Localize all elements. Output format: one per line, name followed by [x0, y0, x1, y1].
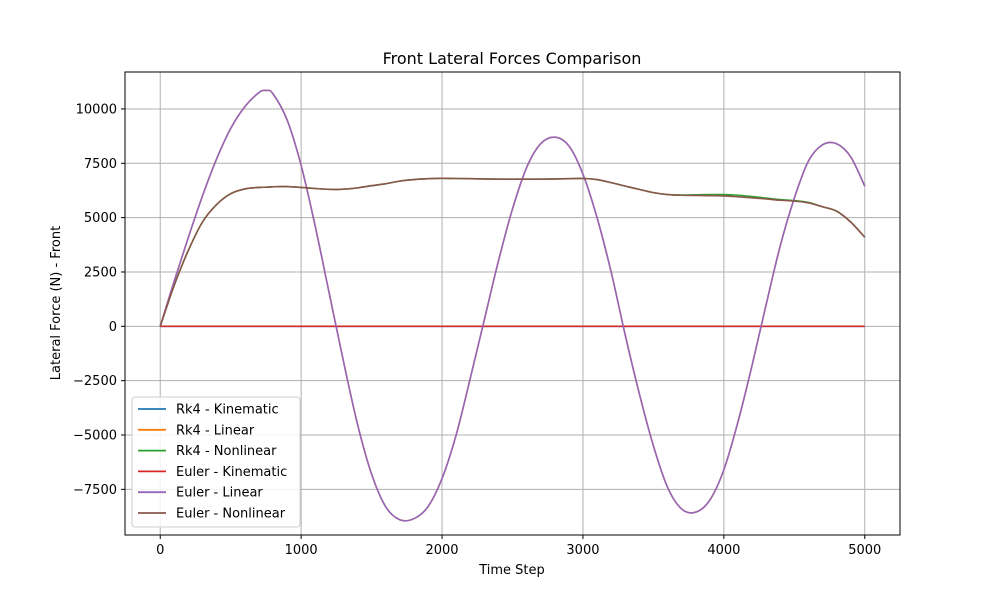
- y-tick-label: 5000: [84, 211, 117, 226]
- series-line-euler-nonlinear: [159, 177, 866, 327]
- y-tick-label: 0: [109, 320, 117, 335]
- y-tick-label: −7500: [73, 483, 117, 498]
- legend-label: Euler - Nonlinear: [176, 507, 286, 522]
- x-tick-label: 0: [156, 543, 164, 558]
- chart-title: Front Lateral Forces Comparison: [383, 49, 642, 68]
- legend-label: Rk4 - Linear: [176, 423, 255, 438]
- x-tick-label: 1000: [285, 543, 318, 558]
- legend-label: Rk4 - Kinematic: [176, 403, 279, 418]
- x-tick-label: 4000: [707, 543, 740, 558]
- y-tick-label: 7500: [84, 157, 117, 172]
- x-tick-label: 2000: [425, 543, 458, 558]
- x-axis-label: Time Step: [478, 563, 545, 578]
- x-tick-label: 5000: [848, 543, 881, 558]
- y-tick-label: 10000: [76, 102, 117, 117]
- legend-box: [131, 396, 301, 528]
- legend-label: Rk4 - Nonlinear: [176, 444, 277, 459]
- y-tick-label: 2500: [84, 265, 117, 280]
- y-tick-label: −5000: [73, 429, 117, 444]
- legend-label: Euler - Linear: [176, 486, 263, 501]
- x-axis: 0 1000 2000 3000 4000 5000: [156, 535, 881, 558]
- series-line-euler-linear: [159, 89, 866, 522]
- x-tick-label: 3000: [566, 543, 599, 558]
- plot-frame: [124, 71, 901, 536]
- legend: Rk4 - Kinematic Rk4 - Linear Rk4 - Nonline…: [131, 396, 301, 528]
- y-axis-label: Lateral Force (N) - Front: [49, 226, 64, 380]
- series-layer: [159, 89, 866, 522]
- legend-label: Euler - Kinematic: [176, 465, 287, 480]
- y-axis: −7500 −5000 −2500 0 2500 5000 7500 10000: [73, 102, 125, 498]
- y-tick-label: −2500: [73, 374, 117, 389]
- series-line-rk4-nonlinear: [159, 177, 866, 327]
